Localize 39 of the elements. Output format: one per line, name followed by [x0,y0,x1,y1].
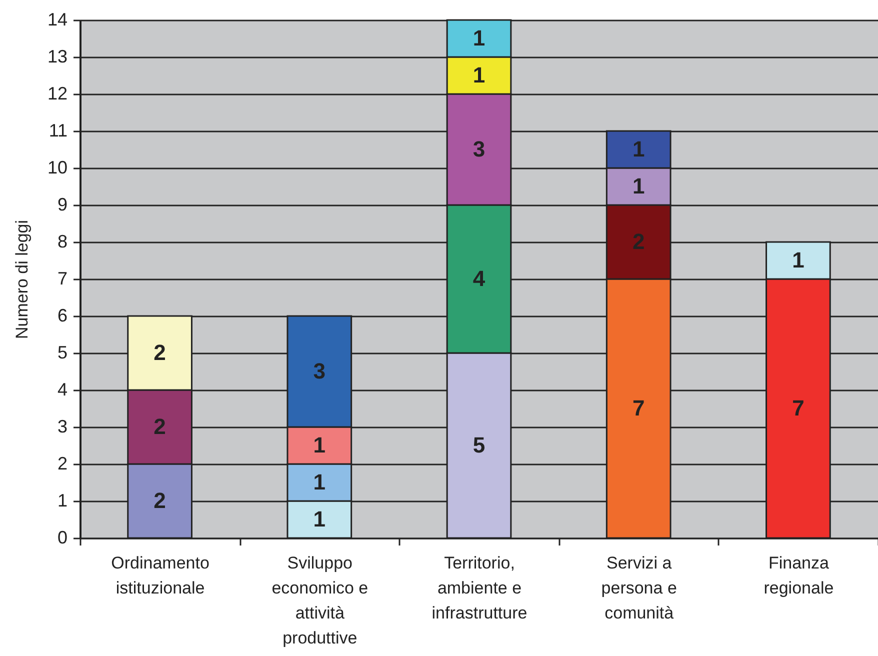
data-label: 1 [632,174,645,198]
data-label: 7 [632,396,645,420]
data-label: 1 [472,62,486,88]
data-label: 1 [632,136,645,162]
data-label: 1 [472,26,486,50]
y-tick-label: 8 [57,232,68,252]
y-tick-label: 14 [47,10,68,30]
data-label: 3 [313,358,326,384]
x-tick-label: Sviluppo economico e attività produttive [272,554,368,648]
y-tick-label: 4 [57,380,68,400]
y-tick-label: 6 [57,306,68,326]
y-tick-label: 10 [47,158,68,178]
y-tick-label: 12 [47,84,68,104]
x-tick-label: Territorio, ambiente e infrastrutture [432,554,528,622]
data-label: 2 [632,229,645,254]
data-label: 1 [313,506,326,532]
x-tick-label: Ordinamento istituzionale [111,554,210,598]
y-tick-label: 2 [57,454,68,474]
y-tick-label: 3 [57,416,68,436]
y-tick-label: 5 [57,342,68,362]
data-label: 2 [154,414,166,439]
data-label: 1 [313,432,326,458]
y-tick-label: 11 [48,120,68,140]
x-tick-label: Servizi a persona e comunità [601,554,677,622]
data-label: 1 [792,248,804,272]
y-tick-label: 0 [57,528,68,548]
x-tick-label: Finanza regionale [764,554,834,598]
data-label: 7 [792,396,804,420]
data-label: 2 [154,340,166,365]
y-axis-title: Numero di leggi [12,220,32,340]
y-tick-label: 7 [57,268,68,288]
data-label: 1 [313,470,326,494]
y-tick-label: 9 [57,194,68,214]
data-label: 3 [472,136,486,162]
data-label: 2 [154,488,166,513]
data-label: 4 [472,266,486,291]
data-label: 5 [472,432,486,458]
y-tick-label: 13 [47,46,68,66]
y-tick-label: 1 [57,490,68,510]
